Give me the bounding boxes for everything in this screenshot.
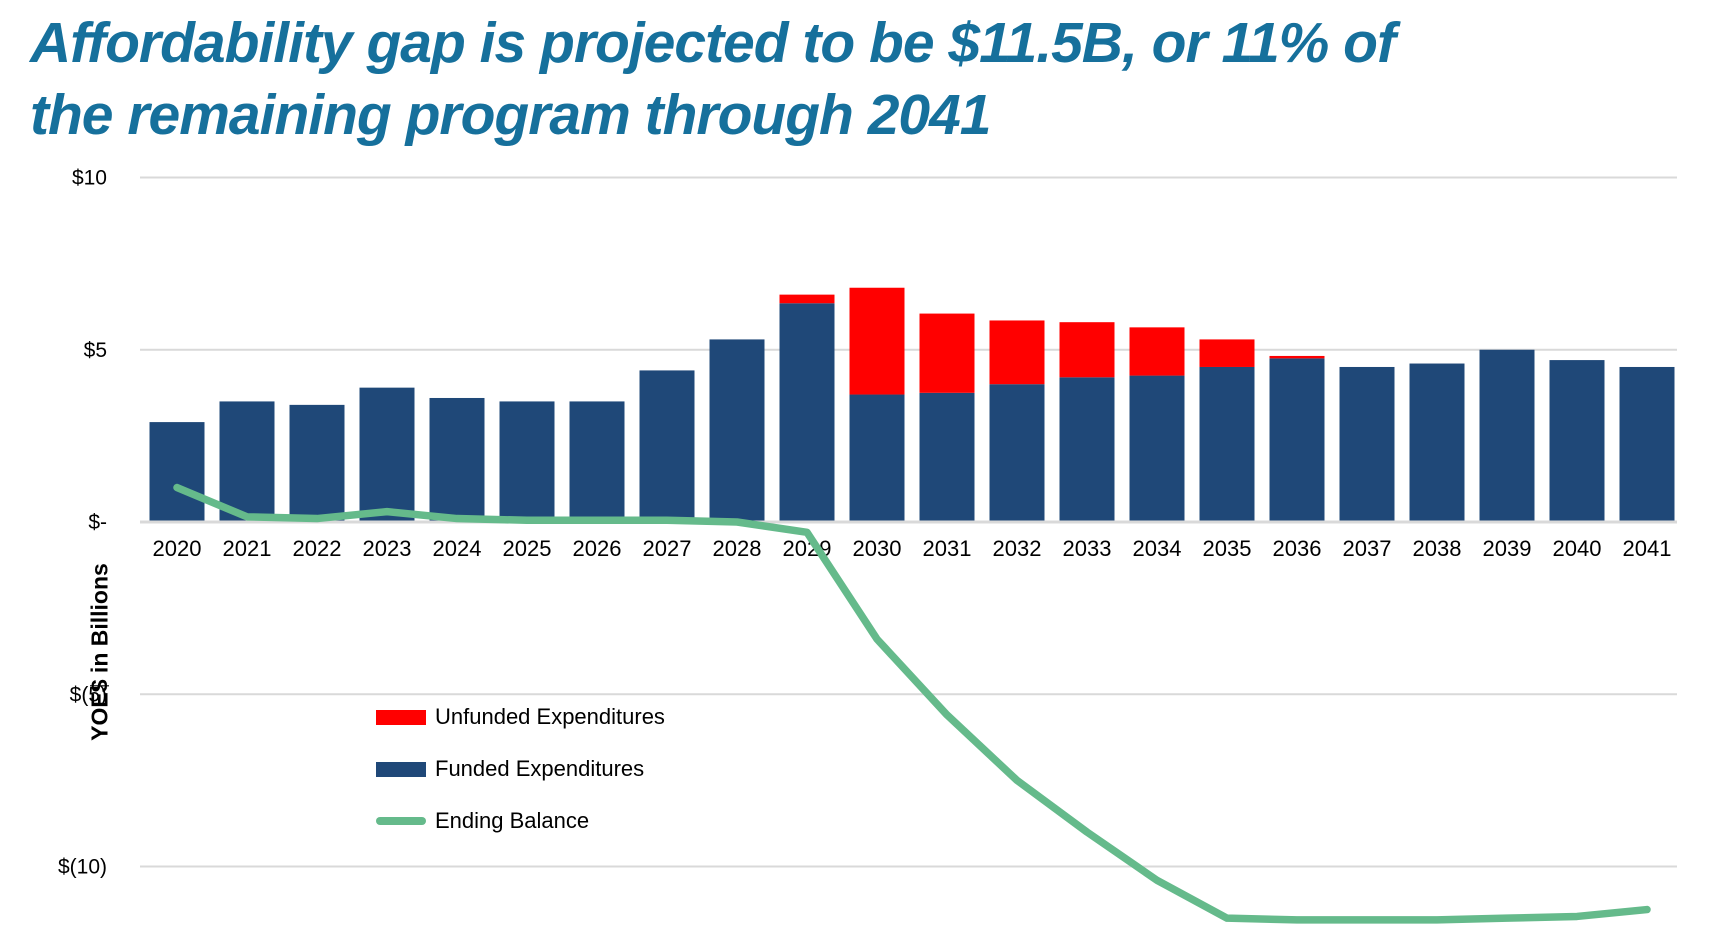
bar-funded-2037 — [1339, 366, 1395, 521]
chart-legend: Unfunded Expenditures Funded Expenditure… — [376, 703, 665, 835]
bar-unfunded-2036 — [1269, 355, 1325, 359]
bar-funded-2029 — [779, 303, 835, 521]
x-label-2038: 2038 — [1413, 536, 1462, 561]
ending-balance-swatch-icon — [376, 817, 426, 825]
legend-row-funded: Funded Expenditures — [376, 755, 665, 783]
x-label-2037: 2037 — [1343, 536, 1392, 561]
slide-title-line2: the remaining program through 2041 — [30, 82, 992, 147]
bar-funded-2034 — [1129, 375, 1185, 521]
x-label-2026: 2026 — [573, 536, 622, 561]
y-tick-$5: $5 — [84, 339, 107, 362]
y-tick-$-: $- — [88, 511, 107, 534]
bar-funded-2030 — [849, 394, 905, 521]
slide-title-line1: Affordability gap is projected to be $11… — [30, 11, 1396, 75]
x-label-2040: 2040 — [1553, 536, 1602, 561]
legend-row-unfunded: Unfunded Expenditures — [376, 703, 665, 731]
legend-label-funded: Funded Expenditures — [435, 756, 645, 781]
ending-balance-line — [173, 483, 1651, 924]
bar-funded-2033 — [1059, 377, 1115, 521]
x-label-2028: 2028 — [713, 536, 762, 561]
bar-funded-2028 — [709, 339, 765, 521]
x-label-2041: 2041 — [1623, 536, 1672, 561]
bar-funded-2041 — [1619, 366, 1675, 521]
funded-swatch-icon — [376, 761, 426, 777]
bar-funded-2032 — [989, 384, 1045, 521]
y-axis-title: YOE$ in Billions — [86, 563, 113, 741]
y-tick-$(10): $(10) — [58, 856, 107, 879]
x-label-2031: 2031 — [923, 536, 972, 561]
bar-funded-2023 — [359, 387, 415, 521]
legend-label-ending-balance: Ending Balance — [435, 808, 590, 833]
legend-label-unfunded: Unfunded Expenditures — [435, 704, 665, 729]
x-label-2021: 2021 — [223, 536, 272, 561]
x-label-2035: 2035 — [1203, 536, 1252, 561]
x-label-2027: 2027 — [643, 536, 692, 561]
x-label-2022: 2022 — [293, 536, 342, 561]
x-label-2039: 2039 — [1483, 536, 1532, 561]
bar-funded-2040 — [1549, 360, 1605, 521]
bar-funded-2025 — [499, 401, 555, 521]
bar-unfunded-2030 — [849, 287, 905, 395]
x-label-2030: 2030 — [853, 536, 902, 561]
bar-unfunded-2029 — [779, 294, 835, 304]
x-label-2032: 2032 — [993, 536, 1042, 561]
slide-title: Affordability gap is projected to be $11… — [30, 8, 1714, 152]
bar-funded-2026 — [569, 401, 625, 521]
x-label-2033: 2033 — [1063, 536, 1112, 561]
bar-unfunded-2033 — [1059, 322, 1115, 378]
y-tick-$(5): $(5) — [70, 683, 107, 706]
bar-funded-2021 — [219, 401, 275, 521]
x-label-2023: 2023 — [363, 536, 412, 561]
bar-unfunded-2031 — [919, 313, 975, 393]
x-label-2020: 2020 — [153, 536, 202, 561]
bar-funded-2038 — [1409, 363, 1465, 521]
bar-funded-2027 — [639, 370, 695, 521]
bar-unfunded-2032 — [989, 320, 1045, 385]
unfunded-swatch-icon — [376, 709, 426, 725]
x-label-2024: 2024 — [433, 536, 482, 561]
bar-funded-2024 — [429, 397, 485, 521]
bar-funded-2031 — [919, 392, 975, 521]
x-label-2036: 2036 — [1273, 536, 1322, 561]
bar-funded-2022 — [289, 404, 345, 521]
x-label-2034: 2034 — [1133, 536, 1182, 561]
bar-unfunded-2034 — [1129, 327, 1185, 376]
y-tick-$10: $10 — [72, 167, 107, 190]
x-label-2025: 2025 — [503, 536, 552, 561]
bar-funded-2020 — [149, 422, 205, 521]
legend-row-ending-balance: Ending Balance — [376, 807, 665, 835]
bar-funded-2035 — [1199, 366, 1255, 521]
bar-funded-2036 — [1269, 358, 1325, 521]
bar-funded-2039 — [1479, 349, 1535, 521]
bar-unfunded-2035 — [1199, 339, 1255, 367]
